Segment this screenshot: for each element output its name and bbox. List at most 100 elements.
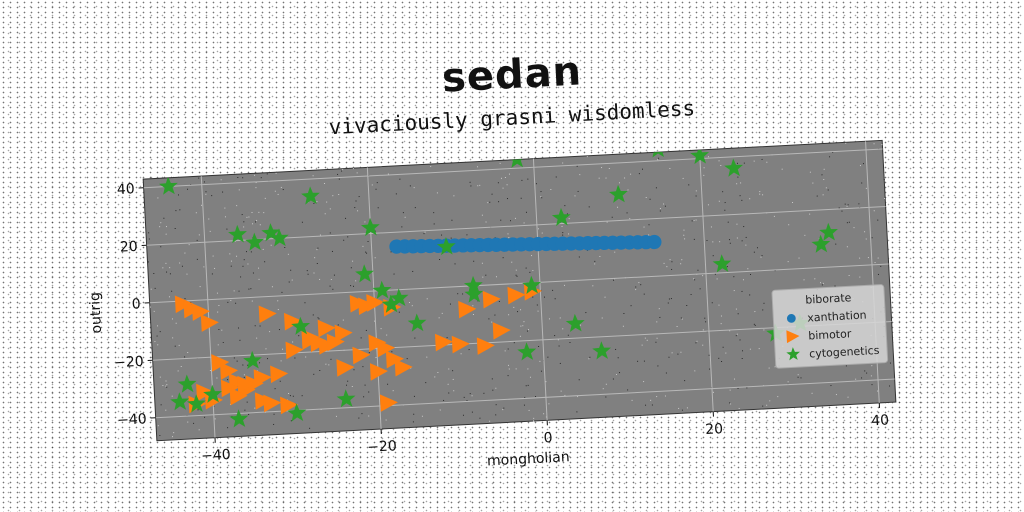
- cytogenetics-point: [228, 224, 247, 244]
- series-xanthation: [389, 234, 662, 254]
- bimotor-point: [191, 303, 210, 321]
- data-layer: [158, 112, 858, 428]
- y-tick-label: 20: [119, 239, 138, 256]
- cytogenetics-point: [436, 236, 456, 256]
- legend-label-cytogenetics: cytogenetics: [809, 344, 880, 361]
- bimotor-point: [482, 290, 501, 309]
- legend-label-xanthation: xanthation: [807, 308, 867, 324]
- bimotor-point: [326, 333, 345, 352]
- cytogenetics-point: [819, 222, 838, 241]
- cytogenetics-point: [724, 158, 744, 177]
- bimotor-point: [379, 394, 398, 412]
- bimotor-point: [334, 324, 353, 343]
- x-tick-label: 20: [705, 421, 724, 438]
- bimotor-point: [476, 337, 495, 355]
- cytogenetics-point: [517, 342, 537, 361]
- bimotor-point: [263, 394, 282, 413]
- xanthation-point: [647, 234, 662, 250]
- bimotor-point: [200, 314, 219, 332]
- cytogenetics-point: [269, 228, 289, 247]
- legend: biborate xanthation bimotor cytogenetics: [771, 284, 889, 369]
- bimotor-point: [219, 362, 239, 380]
- cytogenetics-point: [177, 374, 197, 393]
- cytogenetics-point: [203, 384, 222, 403]
- cytogenetics-point: [372, 280, 392, 299]
- bimotor-point: [352, 346, 371, 365]
- bimotor-point: [369, 363, 388, 381]
- y-axis-label: outrig: [87, 292, 105, 334]
- legend-entries: xanthation bimotor cytogenetics: [786, 308, 880, 361]
- bimotor-point: [285, 341, 304, 360]
- y-tick-label: −20: [114, 354, 144, 372]
- cytogenetics-point: [355, 264, 374, 283]
- ticks: −40 −20 0 20 40 −40 −20 0 20 40: [114, 181, 890, 465]
- bimotor-point: [270, 365, 289, 384]
- cytogenetics-point: [464, 284, 484, 303]
- bimotor-point: [280, 396, 299, 415]
- bimotor-point: [458, 300, 477, 319]
- cytogenetics-point: [291, 316, 311, 335]
- cytogenetics-point: [592, 341, 612, 360]
- x-grid-line: [532, 158, 548, 421]
- x-axis-label: mongholian: [487, 449, 570, 469]
- bimotor-point: [507, 286, 526, 305]
- cytogenetics-point: [287, 403, 307, 422]
- cytogenetics-point: [608, 184, 628, 203]
- x-tick-label: 0: [543, 430, 553, 446]
- cytogenetics-point: [565, 313, 585, 333]
- bimotor-point: [237, 375, 256, 394]
- bimotor-point: [451, 335, 470, 354]
- bimotor-point: [434, 333, 454, 352]
- cytogenetics-point: [407, 313, 427, 332]
- cytogenetics-point: [389, 288, 409, 307]
- y-grid-line: [155, 378, 895, 419]
- cytogenetics-point: [690, 145, 710, 165]
- legend-box: [771, 284, 889, 369]
- cytogenetics-point: [336, 389, 356, 408]
- y-tick-label: 0: [131, 296, 141, 312]
- cytogenetics-point: [158, 176, 178, 195]
- y-tick-label: 40: [116, 181, 135, 198]
- y-tick-label: −40: [117, 411, 147, 429]
- legend-marker-bimotor: [786, 330, 800, 344]
- cytogenetics-point: [522, 275, 542, 294]
- x-tick-label: −20: [367, 438, 397, 456]
- bimotor-point: [258, 305, 277, 324]
- legend-marker-xanthation: [786, 314, 796, 323]
- cytogenetics-point: [712, 254, 732, 273]
- legend-title: biborate: [805, 291, 852, 306]
- bimotor-point: [377, 339, 396, 358]
- cytogenetics-point: [811, 234, 831, 253]
- series-cytogenetics: [158, 112, 858, 428]
- legend-label-bimotor: bimotor: [808, 327, 852, 342]
- x-grid-line: [698, 149, 714, 412]
- y-grid-line: [152, 321, 892, 361]
- x-tick-label: 40: [871, 412, 890, 429]
- cytogenetics-point: [551, 207, 571, 227]
- y-grid-line: [143, 148, 883, 189]
- cytogenetics-point: [245, 232, 264, 251]
- bimotor-point: [317, 319, 336, 338]
- bimotor-point: [284, 312, 303, 331]
- grid: [143, 141, 895, 438]
- bimotor-point: [366, 294, 385, 312]
- bimotor-point: [253, 369, 272, 387]
- bimotor-point: [336, 359, 355, 377]
- cytogenetics-point: [301, 186, 320, 205]
- y-grid-line: [146, 206, 886, 246]
- bimotor-point: [492, 322, 511, 340]
- cytogenetics-point: [187, 394, 206, 413]
- y-grid-line: [149, 263, 889, 304]
- x-tick-label: −40: [201, 447, 231, 465]
- bimotor-point: [229, 387, 248, 406]
- bimotor-point: [394, 358, 413, 377]
- cytogenetics-point: [360, 217, 380, 237]
- cytogenetics-point: [170, 392, 190, 411]
- legend-marker-cytogenetics: [786, 347, 800, 361]
- cytogenetics-point: [243, 350, 262, 370]
- cytogenetics-point: [838, 112, 858, 131]
- cytogenetics-point: [381, 294, 401, 313]
- cytogenetics-point: [229, 409, 249, 428]
